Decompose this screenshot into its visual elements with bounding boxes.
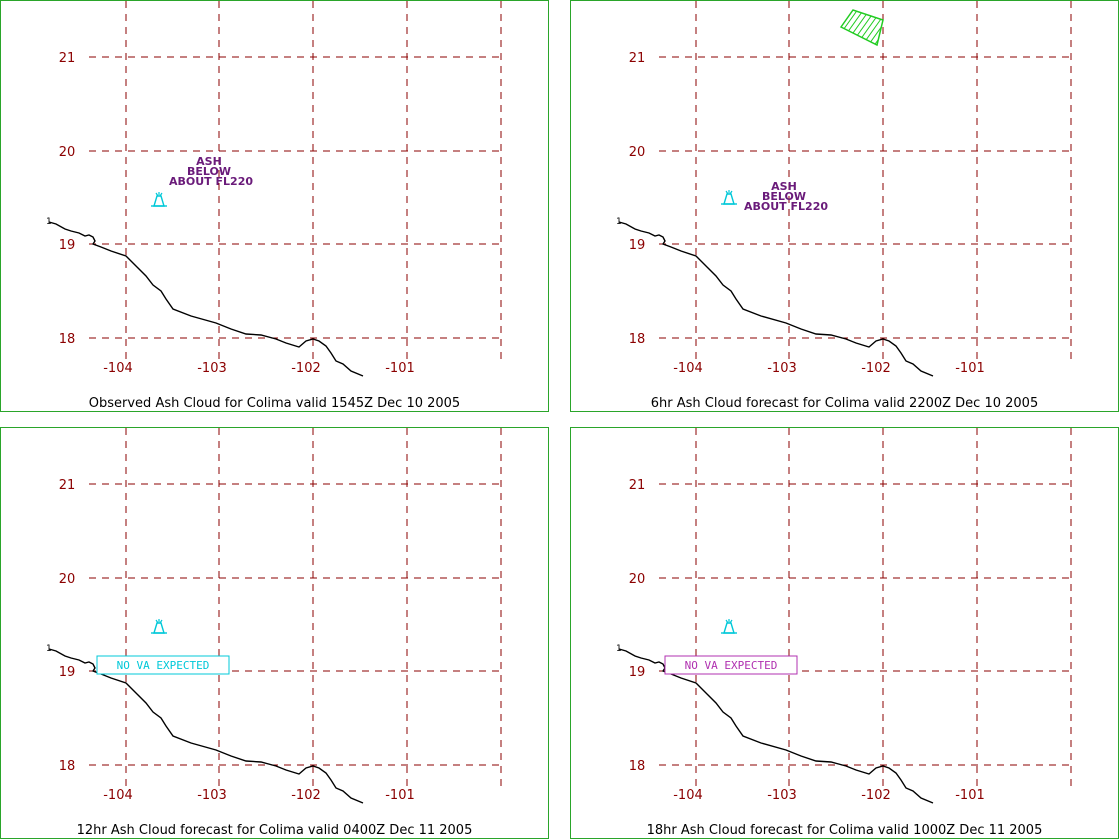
latitude-label: 18 xyxy=(629,332,646,347)
coastline xyxy=(48,221,364,377)
map-panel: 21 20 19 18 -104 -103 -102 -101 1 NO VA EXPECTED 1… xyxy=(570,427,1119,839)
volcano-icon xyxy=(721,619,737,634)
panel-caption: 6hr Ash Cloud forecast for Colima valid … xyxy=(650,396,1039,411)
coast-marker: 1 xyxy=(616,644,622,654)
volcano-icon xyxy=(151,192,167,207)
map-panel: 21 20 19 18 -104 -103 -102 -101 1 ASH BELOW ABOUT F… xyxy=(570,0,1119,412)
latitude-label: 19 xyxy=(629,238,646,253)
ash-cloud-area xyxy=(839,9,884,47)
latitude-label: 20 xyxy=(629,572,646,587)
longitude-label: -103 xyxy=(197,788,227,803)
panel-caption: 18hr Ash Cloud forecast for Colima valid… xyxy=(646,823,1043,838)
map-canvas: 21 20 19 18 -104 -103 -102 -101 1 NO VA EXPECTED xyxy=(46,428,502,804)
coast-marker: 1 xyxy=(46,644,52,654)
coastline xyxy=(48,648,364,804)
latitude-label: 19 xyxy=(59,238,76,253)
longitude-label: -101 xyxy=(385,788,415,803)
longitude-label: -103 xyxy=(767,788,797,803)
latitude-label: 18 xyxy=(629,759,646,774)
ash-height-label: BELOW xyxy=(187,165,231,178)
latitude-label: 20 xyxy=(59,145,76,160)
map-panel: 21 20 19 18 -104 -103 -102 -101 1 ASH BELOW ABOUT F… xyxy=(0,0,549,412)
latitude-label: 18 xyxy=(59,332,76,347)
ash-height-label: BELOW xyxy=(762,190,806,203)
no-va-expected-label: NO VA EXPECTED xyxy=(117,659,210,672)
ash-height-label: ABOUT FL220 xyxy=(744,200,828,213)
longitude-label: -104 xyxy=(103,361,133,376)
latitude-label: 19 xyxy=(629,665,646,680)
coast-marker: 1 xyxy=(46,217,52,227)
longitude-label: -101 xyxy=(955,361,985,376)
longitude-label: -104 xyxy=(673,361,703,376)
longitude-label: -104 xyxy=(673,788,703,803)
coast-marker: 1 xyxy=(616,217,622,227)
panel-caption: Observed Ash Cloud for Colima valid 1545… xyxy=(88,396,461,411)
latitude-label: 21 xyxy=(629,51,646,66)
latitude-label: 21 xyxy=(629,478,646,493)
coastline xyxy=(618,221,934,377)
lat-lon-grid xyxy=(659,1,1072,363)
longitude-label: -102 xyxy=(861,788,891,803)
longitude-label: -101 xyxy=(385,361,415,376)
latitude-label: 20 xyxy=(629,145,646,160)
no-va-expected-box xyxy=(96,655,230,675)
lat-lon-grid xyxy=(89,1,502,363)
lat-lon-grid xyxy=(89,428,502,790)
longitude-label: -101 xyxy=(955,788,985,803)
no-va-expected-label: NO VA EXPECTED xyxy=(685,659,778,672)
longitude-label: -102 xyxy=(291,361,321,376)
map-panel: 21 20 19 18 -104 -103 -102 -101 1 NO VA EXPECTED 1… xyxy=(0,427,549,839)
longitude-label: -102 xyxy=(291,788,321,803)
longitude-label: -102 xyxy=(861,361,891,376)
map-canvas: 21 20 19 18 -104 -103 -102 -101 1 NO VA EXPECTED xyxy=(616,428,1072,804)
latitude-label: 18 xyxy=(59,759,76,774)
ash-height-label: ASH xyxy=(196,155,222,168)
longitude-label: -104 xyxy=(103,788,133,803)
ash-height-label: ABOUT FL220 xyxy=(169,175,253,188)
latitude-label: 20 xyxy=(59,572,76,587)
lat-lon-grid xyxy=(659,428,1072,790)
panel-caption: 12hr Ash Cloud forecast for Colima valid… xyxy=(76,823,473,838)
coastline xyxy=(618,648,934,804)
latitude-label: 19 xyxy=(59,665,76,680)
ash-height-label: ASH xyxy=(771,180,797,193)
latitude-label: 21 xyxy=(59,51,76,66)
longitude-label: -103 xyxy=(197,361,227,376)
no-va-expected-box xyxy=(664,655,798,675)
volcano-icon xyxy=(151,619,167,634)
latitude-label: 21 xyxy=(59,478,76,493)
longitude-label: -103 xyxy=(767,361,797,376)
volcano-icon xyxy=(721,190,737,205)
